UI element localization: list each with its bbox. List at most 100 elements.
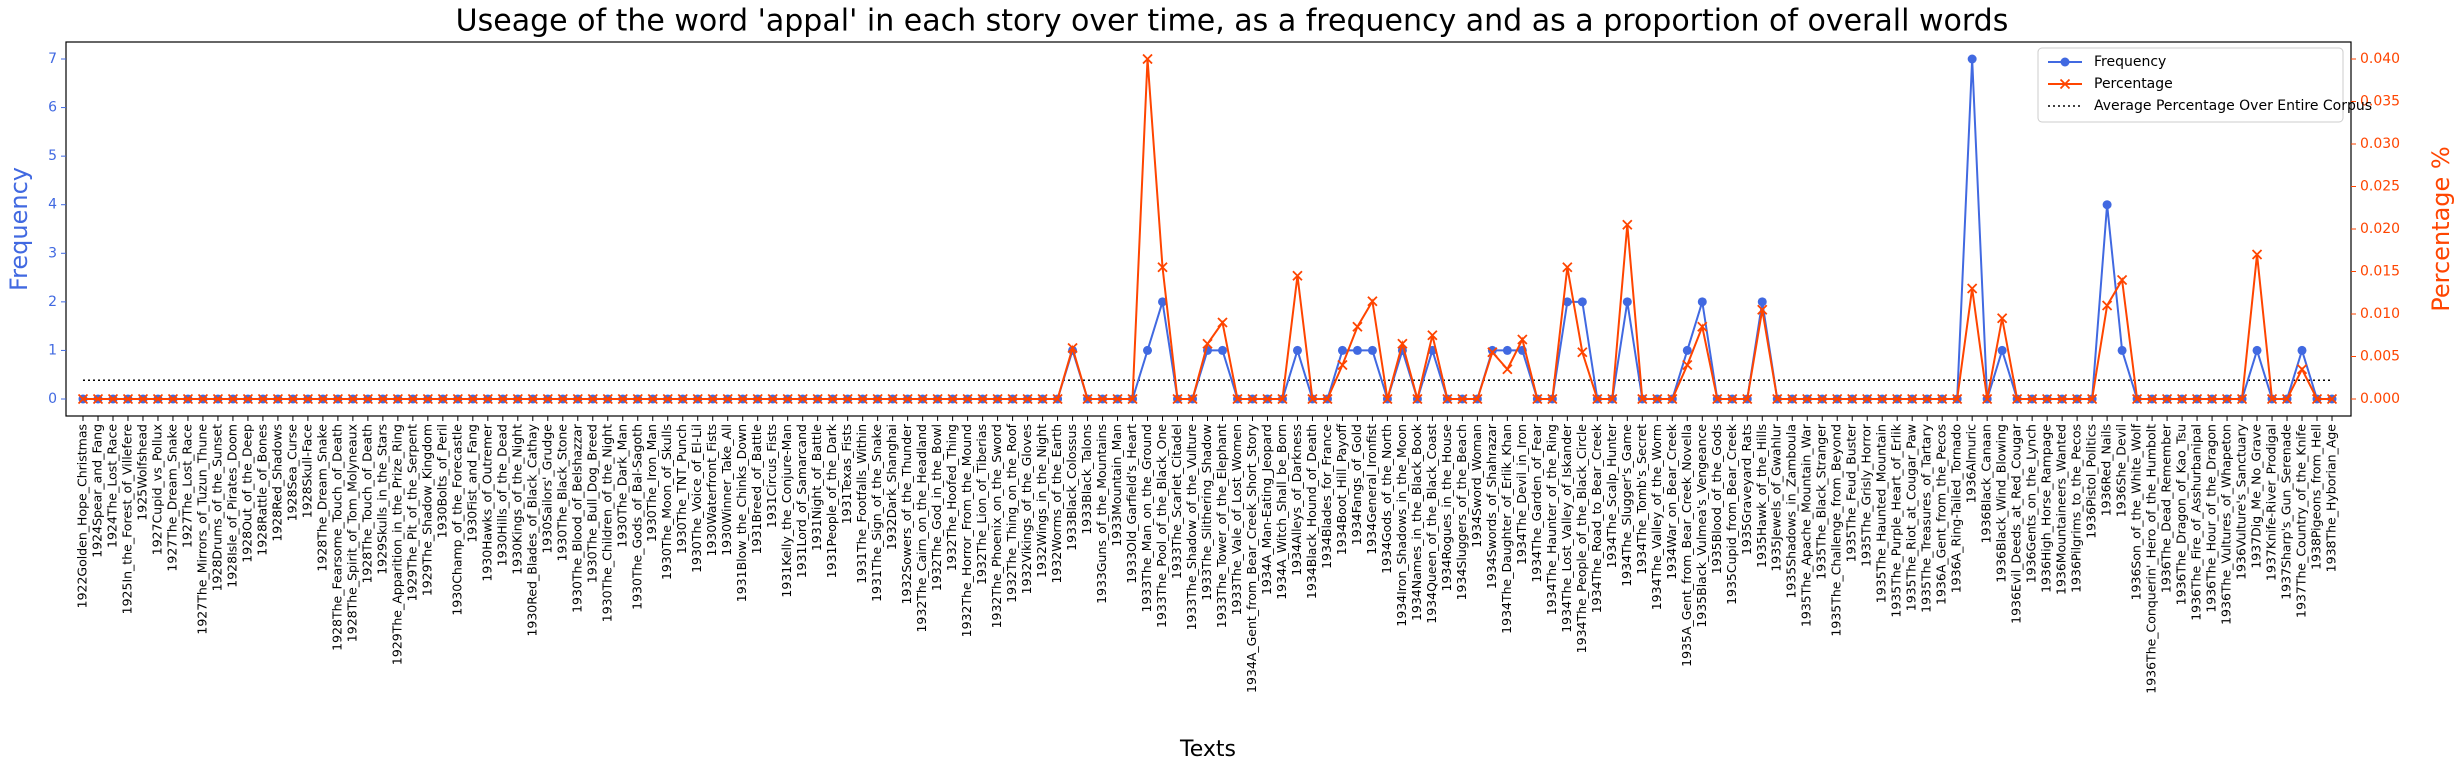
x-tick-label: 1930Bolts_of_Peril: [434, 424, 449, 538]
point: [1427, 330, 1438, 341]
point: [1802, 393, 1813, 405]
x-tick-label: 1933The_Vale_of_Lost_Women: [1229, 424, 1244, 615]
x-tick-label: 1934Sluggers_of_the_Beach: [1454, 424, 1469, 600]
x-tick-label: 1930The_Dark_Man: [614, 424, 629, 548]
x-tick-label: 1937The_Country_of_the_Knife: [2294, 424, 2309, 618]
x-tick-label: 1928Red_Shadows: [269, 424, 284, 542]
x-tick-label: 1931The_Sign_of_the_Snake: [869, 424, 884, 602]
point: [1158, 297, 1168, 307]
point: [512, 393, 523, 405]
x-tick-label: 1936Gents_on_the_Lynch: [2024, 424, 2039, 583]
point: [2236, 393, 2248, 405]
x-tick-label: 1928The_Spirit_of_Tom_Molyneaux: [344, 424, 359, 642]
x-tick-label: 1935Cupid_from_Bear_Creek: [1724, 423, 1739, 605]
point: [572, 393, 583, 405]
x-tick-label: 1936High_Horse_Rampage: [2039, 424, 2054, 593]
point: [1143, 345, 1153, 355]
point: [1442, 393, 1453, 405]
point: [227, 393, 239, 405]
point: [152, 393, 164, 405]
point: [677, 393, 688, 405]
x-tick-label: 1928The_Dream_Snake: [314, 424, 329, 572]
point: [917, 393, 928, 405]
x-tick-label: 1922Golden_Hope_Christmas: [75, 424, 90, 608]
x-tick-label: 1930Sailors'_Grudge: [539, 424, 554, 554]
x-tick-label: 1932Wings_in_the_Night: [1034, 424, 1049, 578]
x-tick-label: 1938The_Hyborian_Age: [2324, 424, 2339, 573]
point: [1292, 345, 1302, 355]
point: [1157, 262, 1168, 273]
x-tick-label: 1933The_Slithering_Shadow: [1199, 424, 1214, 601]
x-tick-label: 1935The_Grisly_Horror: [1859, 423, 1874, 567]
x-tick-label: 1936The_Dragon_of_Kao_Tsu: [2174, 424, 2189, 605]
x-tick-label: 1932Dark_Shanghai: [884, 424, 899, 550]
x-tick-label: 1932The_Lion_of_Tiberias: [974, 424, 989, 585]
x-tick-label: 1934The_People_of_the_Black_Circle: [1574, 424, 1589, 654]
x-tick-label: 1935The_Purple_Heart_of_Erlik: [1889, 423, 1904, 617]
x-tick-label: 1938Pigeons_from_Hell: [2309, 424, 2324, 570]
x-tick-label: 1931Lord_of_Samarcand: [794, 424, 809, 578]
point: [1337, 345, 1347, 355]
point: [782, 393, 793, 405]
x-tick-label: 1931People_of_the_Dark: [824, 423, 839, 578]
point: [347, 393, 359, 405]
x-tick-label: 1936Black_Canaan: [1979, 424, 1994, 543]
point: [1067, 342, 1078, 354]
point: [2131, 393, 2143, 405]
point: [587, 393, 598, 405]
point: [167, 393, 179, 405]
point: [1082, 393, 1093, 405]
x-tick-label: 1934A_Witch_Shall_be_Born: [1274, 424, 1289, 600]
x-tick-label: 1929The_Pit_of_the_Serpent: [404, 424, 419, 602]
x-tick-label: 1936She_Devil: [2114, 424, 2129, 517]
x-tick-label: 1932The_Phoenix_on_the_Sword: [989, 424, 1004, 628]
point: [1772, 393, 1783, 405]
x-tick-label: 1935The_Challenge_from_Beyond: [1829, 424, 1844, 637]
point: [1667, 393, 1678, 405]
point: [1892, 393, 1903, 405]
point: [932, 393, 943, 405]
x-tick-label: 1928The_Fearsome_Touch_of_Death: [329, 424, 344, 651]
point: [1577, 297, 1587, 307]
x-tick-label: 1934The_Road_to_Bear_Creek: [1589, 423, 1604, 613]
point: [2071, 393, 2083, 405]
point: [92, 393, 104, 405]
point: [1127, 393, 1138, 405]
x-axis-label: Texts: [1179, 737, 1236, 762]
x-tick-label: 1934A_Man-Eating_Jeopard: [1259, 424, 1274, 595]
x-tick-label: 1935The_Feud_Buster: [1844, 423, 1859, 562]
point: [1397, 338, 1408, 349]
x-tick-label: 1931Circus_Fists: [764, 424, 779, 528]
point: [1172, 393, 1183, 405]
legend-label: Percentage: [2094, 76, 2173, 92]
x-tick-label: 1935Graveyard_Rats: [1739, 424, 1754, 555]
chart-title: Useage of the word 'appal' in each story…: [456, 4, 2009, 39]
point: [1202, 338, 1213, 349]
point: [1007, 393, 1018, 405]
x-tick-label: 1936Pistol_Politics: [2084, 424, 2099, 539]
point: [1562, 262, 1573, 273]
point: [887, 393, 898, 405]
x-tick-label: 1934The_Tomb's_Secret: [1634, 424, 1649, 575]
point: [1097, 393, 1108, 405]
point: [1952, 393, 1963, 405]
point: [2296, 364, 2308, 375]
point: [2297, 345, 2307, 355]
point: [557, 393, 568, 405]
point: [302, 393, 314, 405]
x-tick-label: 1927The_Dream_Snake: [164, 424, 179, 572]
point: [1652, 393, 1663, 405]
point: [1022, 393, 1033, 405]
point: [1757, 304, 1768, 315]
point: [332, 393, 344, 405]
x-tick-label: 1934Rogues_in_the_House: [1439, 424, 1454, 592]
x-tick-label: 1933Mountain_Man: [1109, 424, 1124, 547]
x-tick-label: 1934The_Daughter_of_Erlik_Khan: [1499, 424, 1514, 634]
point: [2102, 200, 2112, 210]
x-tick-label: 1933The_Shadow_of_the_Vulture: [1184, 424, 1199, 631]
plot-frame: [65, 41, 2352, 417]
legend-box: [2037, 47, 2344, 123]
point: [1217, 345, 1227, 355]
x-tick-label: 1935The_Haunted_Mountain: [1874, 424, 1889, 603]
point: [1562, 297, 1572, 307]
